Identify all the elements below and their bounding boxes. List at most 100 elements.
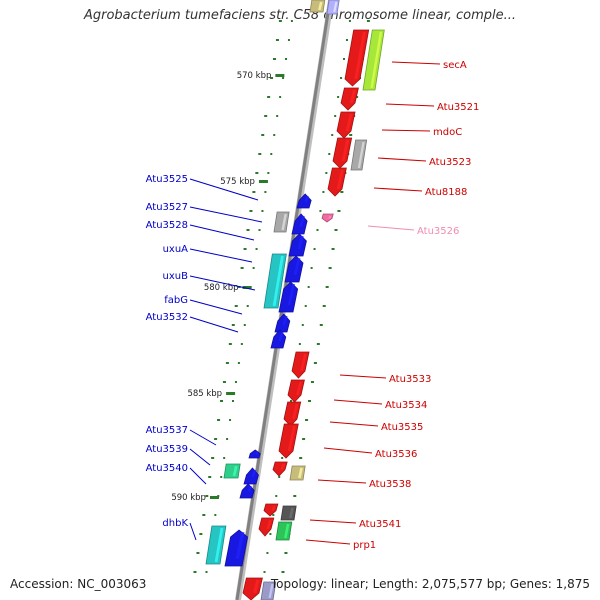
gene-label-uxuA[interactable]: uxuA bbox=[163, 244, 189, 255]
gene-label-Atu3534[interactable]: Atu3534 bbox=[385, 400, 427, 411]
track-dot bbox=[243, 324, 246, 326]
track-dot bbox=[261, 210, 264, 212]
gene-label-Atu8188[interactable]: Atu8188 bbox=[425, 187, 467, 198]
track-dot bbox=[222, 381, 226, 383]
track-dot bbox=[304, 305, 307, 307]
gene-Atu3537r bbox=[272, 461, 288, 477]
track-dot bbox=[285, 58, 288, 60]
track-dot bbox=[267, 172, 270, 174]
track-dot bbox=[310, 267, 313, 269]
track-dot bbox=[258, 153, 262, 155]
gene-label-Atu3539[interactable]: Atu3539 bbox=[146, 444, 188, 455]
gene-label-fabG[interactable]: fabG bbox=[164, 295, 188, 306]
gene-label-Atu3540[interactable]: Atu3540 bbox=[146, 463, 188, 474]
track-dot bbox=[258, 229, 261, 231]
track-dot bbox=[202, 514, 206, 516]
track-dot bbox=[217, 419, 221, 421]
track-dot bbox=[255, 172, 259, 174]
track-dot bbox=[273, 58, 277, 60]
gene-Atu3523-paired bbox=[350, 139, 368, 171]
gene-label-dhbK[interactable]: dhbK bbox=[162, 518, 188, 529]
leader-line bbox=[339, 374, 387, 379]
track-dot bbox=[275, 495, 278, 497]
track-dot bbox=[305, 419, 309, 421]
track-dot bbox=[243, 248, 247, 250]
track-dot bbox=[366, 20, 370, 22]
kbp-ticks: 570 kbp 575 kbp 580 kbp 585 kbp 590 kbp bbox=[171, 71, 285, 503]
tick-mark bbox=[242, 286, 252, 289]
gene-label-Atu3523[interactable]: Atu3523 bbox=[429, 157, 471, 168]
track-dot bbox=[287, 39, 290, 41]
gene-uxuB bbox=[263, 253, 287, 309]
gene-label-Atu3533[interactable]: Atu3533 bbox=[389, 374, 431, 385]
track-dot bbox=[220, 400, 223, 402]
track-dot bbox=[348, 20, 351, 22]
gene-Atu3540 bbox=[239, 483, 255, 499]
track-dot bbox=[208, 476, 212, 478]
track-dot bbox=[340, 77, 343, 79]
track-dot bbox=[228, 343, 232, 345]
leader-line bbox=[391, 61, 441, 65]
gene-label-uxuB[interactable]: uxuB bbox=[163, 271, 189, 282]
leader-line bbox=[305, 539, 351, 545]
track-dot bbox=[328, 267, 332, 269]
track-dot bbox=[234, 381, 237, 383]
gene-Atu3534 bbox=[287, 379, 305, 403]
gene-label-Atu3521[interactable]: Atu3521 bbox=[437, 102, 479, 113]
track-dot bbox=[266, 552, 269, 554]
track-dot bbox=[301, 324, 304, 326]
gene-label-Atu3535[interactable]: Atu3535 bbox=[381, 422, 423, 433]
gene-secA bbox=[344, 29, 370, 87]
track-dot bbox=[214, 514, 217, 516]
gene-label-Atu3528[interactable]: Atu3528 bbox=[146, 220, 188, 231]
gene-Atu3525 bbox=[296, 193, 312, 209]
tick-label: 570 kbp bbox=[237, 71, 272, 81]
track-dot bbox=[298, 343, 301, 345]
track-dot bbox=[322, 191, 325, 193]
leader-line bbox=[333, 399, 383, 405]
gene-Atu3521 bbox=[340, 87, 359, 111]
gene-Atu3533 bbox=[291, 351, 310, 379]
track-dot bbox=[231, 324, 235, 326]
track-dot bbox=[225, 362, 229, 364]
gene-mdoC bbox=[336, 111, 356, 139]
gene-label-prp1[interactable]: prp1 bbox=[353, 540, 376, 551]
gene-label-Atu3526[interactable]: Atu3526 bbox=[417, 226, 459, 237]
gene-label-Atu3527[interactable]: Atu3527 bbox=[146, 202, 188, 213]
gene-Atu3535 bbox=[283, 401, 302, 427]
gene-Atu3526 bbox=[321, 213, 334, 223]
leader-line bbox=[377, 157, 427, 162]
gene-label-Atu3525[interactable]: Atu3525 bbox=[146, 174, 188, 185]
track-dot bbox=[214, 438, 218, 440]
track-dot bbox=[226, 438, 229, 440]
gene-label-mdoC[interactable]: mdoC bbox=[433, 127, 462, 138]
gene-label-Atu3537[interactable]: Atu3537 bbox=[146, 425, 188, 436]
leader-line bbox=[189, 178, 259, 201]
gene-label-Atu3532[interactable]: Atu3532 bbox=[146, 312, 188, 323]
gene-top-khaki bbox=[309, 0, 326, 13]
track-dot bbox=[281, 571, 285, 573]
leader-line bbox=[189, 275, 256, 291]
label-leaders bbox=[189, 61, 441, 545]
track-dot bbox=[308, 400, 311, 402]
track-dot bbox=[293, 495, 297, 497]
track-dot bbox=[270, 77, 274, 79]
gene-label-Atu3541[interactable]: Atu3541 bbox=[359, 519, 401, 530]
gene-Atu8188 bbox=[327, 167, 347, 197]
track-dot bbox=[275, 39, 279, 41]
gene-label-Atu3538[interactable]: Atu3538 bbox=[369, 479, 411, 490]
track-dot bbox=[240, 343, 243, 345]
gene-dhbK bbox=[224, 529, 249, 567]
leader-line bbox=[189, 224, 255, 241]
gene-Atu3539 bbox=[243, 467, 259, 485]
gene-label-Atu3536[interactable]: Atu3536 bbox=[375, 449, 417, 460]
track-dot bbox=[313, 248, 316, 250]
track-dot bbox=[255, 248, 258, 250]
accession-text: Accession: NC_003063 bbox=[10, 577, 147, 591]
tick-label: 580 kbp bbox=[204, 283, 239, 293]
gene-fabG bbox=[278, 281, 299, 313]
gene-label-secA[interactable]: secA bbox=[443, 60, 467, 71]
track-dot bbox=[223, 457, 226, 459]
tick-mark bbox=[275, 74, 285, 77]
